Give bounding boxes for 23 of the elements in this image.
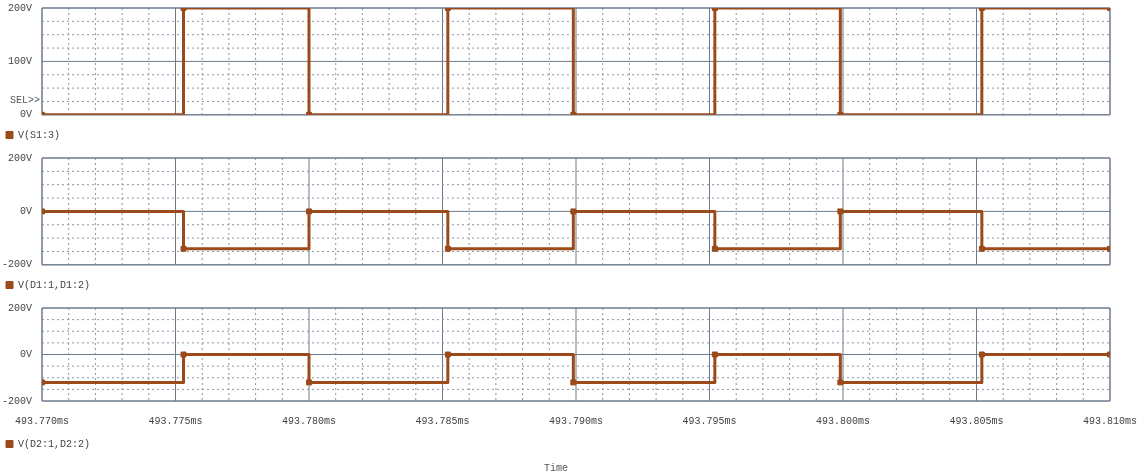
y-tick-label: 200V bbox=[7, 152, 32, 164]
x-tick-label: 493.780ms bbox=[281, 415, 337, 427]
y-tick-label: 100V bbox=[7, 56, 32, 68]
x-tick-label: 493.810ms bbox=[1082, 415, 1138, 427]
x-tick-label: 493.770ms bbox=[14, 415, 70, 427]
y-tick-label: 0V bbox=[19, 109, 32, 121]
legend-label: V(D1:1,D1:2) bbox=[18, 279, 91, 291]
x-axis-title: Time bbox=[543, 462, 569, 474]
y-tick-label: -200V bbox=[1, 259, 32, 271]
text: SEL>> bbox=[9, 95, 40, 107]
y-tick-label: 0V bbox=[19, 206, 32, 218]
x-tick-label: 493.795ms bbox=[682, 415, 737, 427]
x-tick-label: 493.775ms bbox=[148, 415, 203, 427]
x-tick-label: 493.805ms bbox=[949, 415, 1004, 427]
y-tick-label: 0V bbox=[19, 349, 32, 361]
legend-label: V(S1:3) bbox=[18, 129, 61, 141]
x-tick-label: 493.785ms bbox=[415, 415, 470, 427]
x-tick-label: 493.800ms bbox=[815, 415, 871, 427]
y-tick-label: 200V bbox=[7, 302, 32, 314]
x-tick-label: 493.790ms bbox=[548, 415, 604, 427]
y-tick-label: 200V bbox=[7, 2, 32, 14]
legend-label: V(D2:1,D2:2) bbox=[18, 438, 91, 450]
y-tick-label: -200V bbox=[1, 395, 32, 407]
